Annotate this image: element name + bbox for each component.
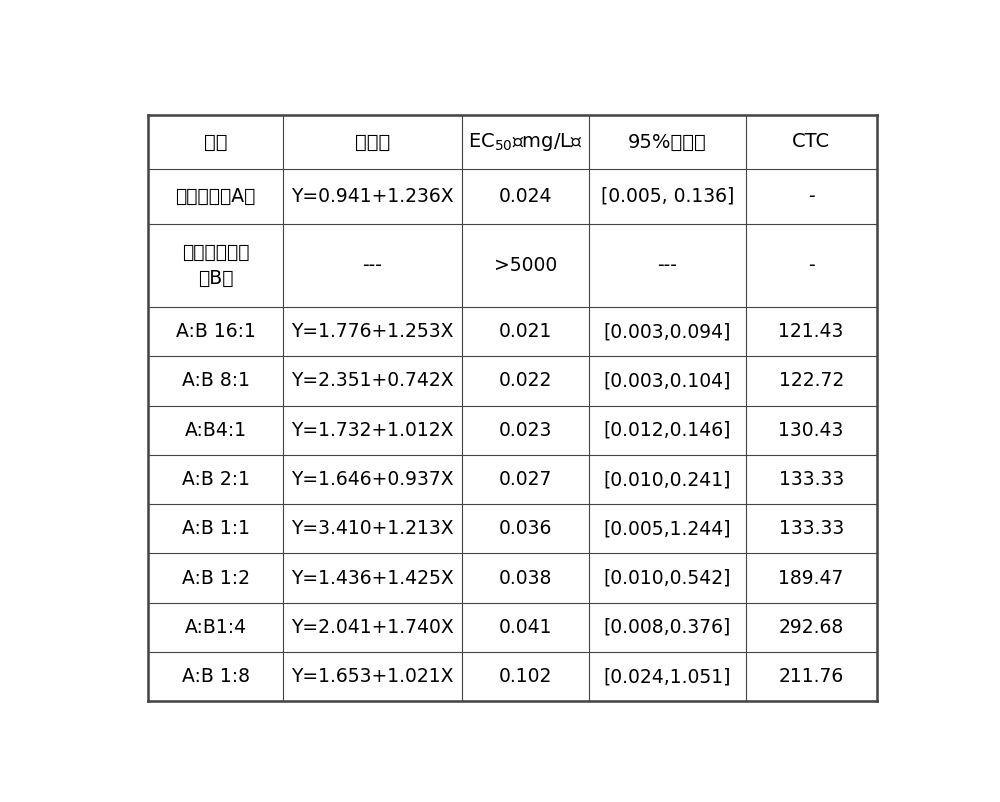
Text: ---: ---: [657, 256, 677, 275]
Text: 0.023: 0.023: [499, 421, 552, 439]
Text: A:B 1:8: A:B 1:8: [182, 667, 250, 687]
Text: Y=1.732+1.012X: Y=1.732+1.012X: [291, 421, 454, 439]
Text: Y=1.653+1.021X: Y=1.653+1.021X: [291, 667, 454, 687]
Text: 0.036: 0.036: [499, 520, 552, 538]
Text: A:B 2:1: A:B 2:1: [182, 470, 250, 489]
Text: Y=1.436+1.425X: Y=1.436+1.425X: [291, 569, 454, 588]
Text: 0.041: 0.041: [498, 618, 552, 637]
Text: ---: ---: [362, 256, 382, 275]
Text: A:B 1:2: A:B 1:2: [182, 569, 250, 588]
Text: 0.102: 0.102: [499, 667, 552, 687]
Text: 0.038: 0.038: [499, 569, 552, 588]
Text: [0.003,0.104]: [0.003,0.104]: [604, 371, 731, 391]
Text: 氯虫苯甲酰胺
（B）: 氯虫苯甲酰胺 （B）: [182, 242, 249, 288]
Text: 药剂: 药剂: [204, 132, 227, 152]
Text: A:B 1:1: A:B 1:1: [182, 520, 250, 538]
Text: 95%置信限: 95%置信限: [628, 132, 707, 152]
Text: Y=1.776+1.253X: Y=1.776+1.253X: [291, 322, 454, 341]
Text: Y=2.041+1.740X: Y=2.041+1.740X: [291, 618, 454, 637]
Text: 0.021: 0.021: [499, 322, 552, 341]
Text: 211.76: 211.76: [779, 667, 844, 687]
Text: A:B 16:1: A:B 16:1: [176, 322, 256, 341]
Text: CTC: CTC: [792, 132, 830, 152]
Text: -: -: [808, 256, 814, 275]
Text: Y=2.351+0.742X: Y=2.351+0.742X: [291, 371, 454, 391]
Text: 130.43: 130.43: [778, 421, 844, 439]
Text: >5000: >5000: [494, 256, 557, 275]
Text: 133.33: 133.33: [779, 520, 844, 538]
Text: -: -: [808, 187, 814, 206]
Text: Y=0.941+1.236X: Y=0.941+1.236X: [291, 187, 454, 206]
Text: 0.022: 0.022: [499, 371, 552, 391]
Text: [0.008,0.376]: [0.008,0.376]: [604, 618, 731, 637]
Text: 122.72: 122.72: [779, 371, 844, 391]
Text: A:B 8:1: A:B 8:1: [182, 371, 250, 391]
Text: A:B1:4: A:B1:4: [185, 618, 247, 637]
Text: 292.68: 292.68: [779, 618, 844, 637]
Text: A:B4:1: A:B4:1: [185, 421, 247, 439]
Text: [0.010,0.542]: [0.010,0.542]: [604, 569, 731, 588]
Text: [0.012,0.146]: [0.012,0.146]: [604, 421, 731, 439]
Text: [0.010,0.241]: [0.010,0.241]: [604, 470, 731, 489]
Text: 133.33: 133.33: [779, 470, 844, 489]
Text: 回归式: 回归式: [355, 132, 390, 152]
Text: [0.024,1.051]: [0.024,1.051]: [604, 667, 731, 687]
Text: EC$_{50}$（mg/L）: EC$_{50}$（mg/L）: [468, 131, 583, 153]
Text: 噻呋酰胺（A）: 噻呋酰胺（A）: [175, 187, 256, 206]
Text: 0.027: 0.027: [499, 470, 552, 489]
Text: Y=1.646+0.937X: Y=1.646+0.937X: [291, 470, 454, 489]
Text: 0.024: 0.024: [498, 187, 552, 206]
Text: 121.43: 121.43: [778, 322, 844, 341]
Text: Y=3.410+1.213X: Y=3.410+1.213X: [291, 520, 454, 538]
Text: [0.003,0.094]: [0.003,0.094]: [604, 322, 731, 341]
Text: [0.005,1.244]: [0.005,1.244]: [603, 520, 731, 538]
Text: 189.47: 189.47: [778, 569, 844, 588]
Text: [0.005, 0.136]: [0.005, 0.136]: [601, 187, 734, 206]
